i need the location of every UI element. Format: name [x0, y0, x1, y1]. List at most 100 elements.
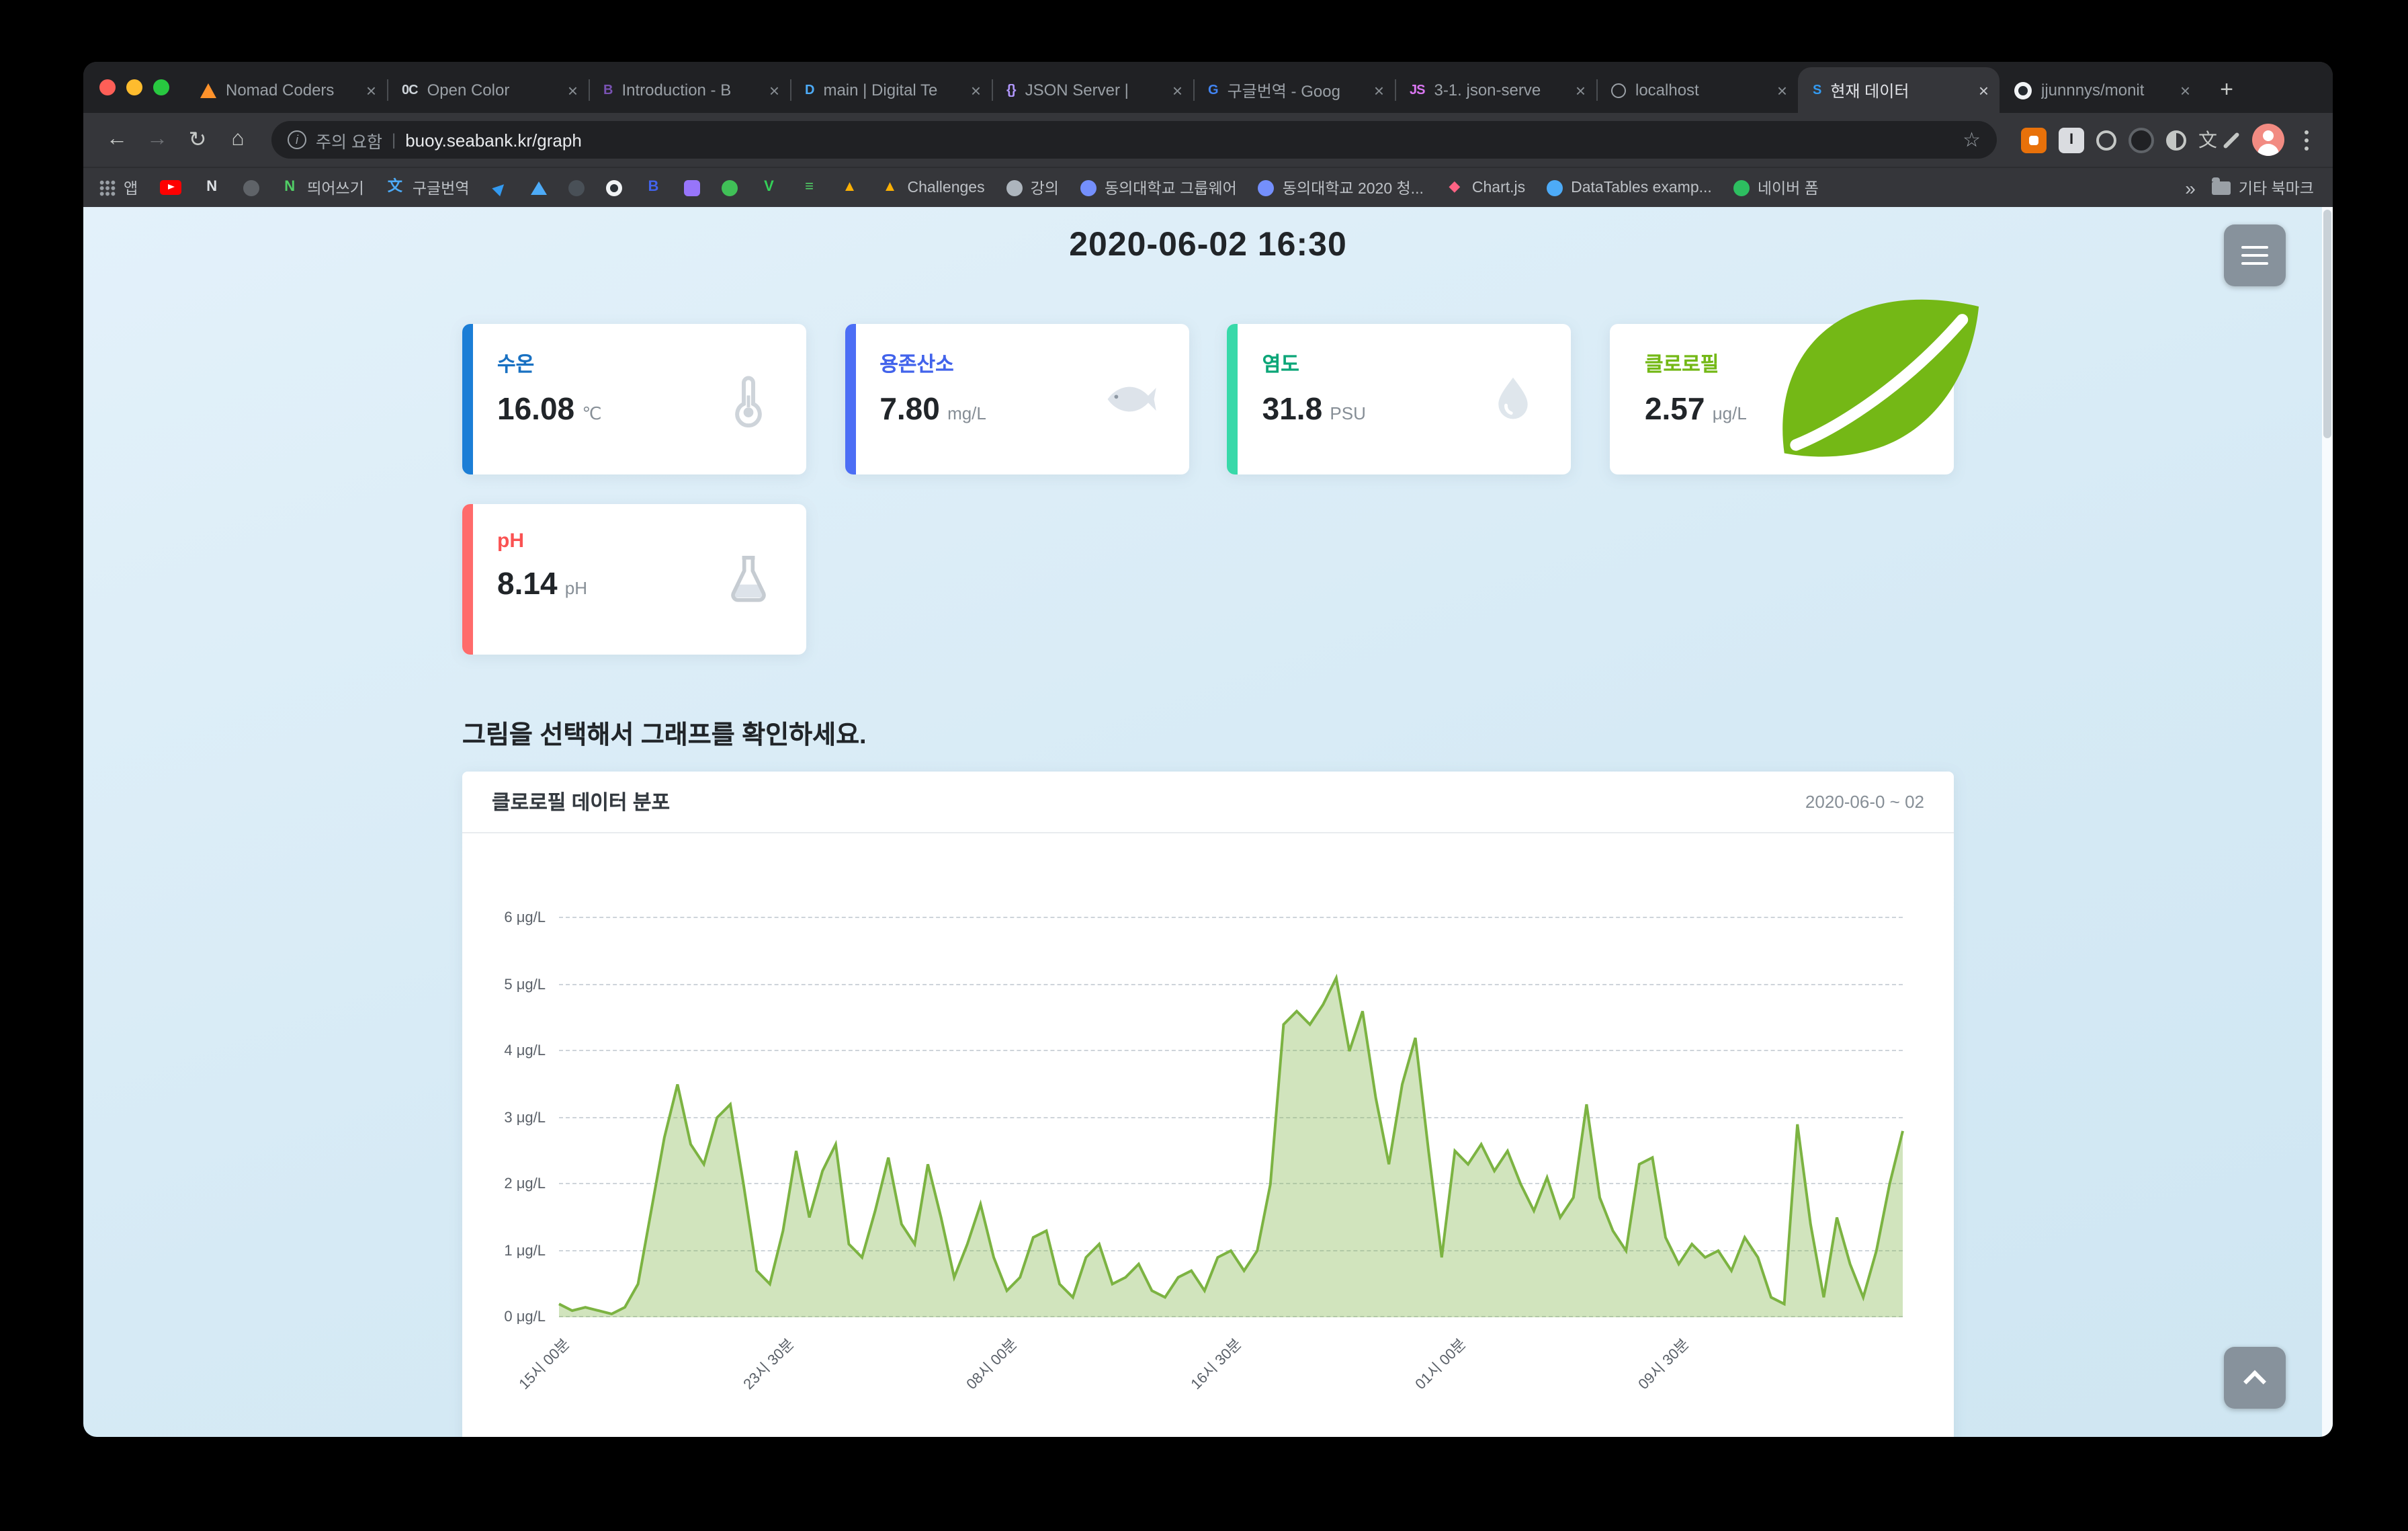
sensor-card-ph[interactable]: pH 8.14 pH: [462, 504, 806, 655]
chart-gridline: [559, 1183, 1903, 1184]
bookmark-item[interactable]: 文 구글번역: [386, 177, 470, 198]
tab-4[interactable]: D main | Digital Te ×: [790, 67, 992, 113]
bookmark-item[interactable]: [568, 179, 585, 196]
sensor-card-dissolved-oxygen[interactable]: 용존산소 7.80 mg/L: [845, 324, 1189, 474]
bookmark-item[interactable]: ≡: [800, 178, 819, 197]
sensor-cards: 수온 16.08 ℃ 용존산소 7.80 mg/L 염도 31.8 PSU 클로…: [462, 299, 1979, 655]
fish-icon[interactable]: [1103, 371, 1159, 427]
bookmark-star-icon[interactable]: ☆: [1963, 129, 1981, 152]
tab-close-icon[interactable]: ×: [567, 80, 578, 100]
tab-10[interactable]: jjunnnys/monit ×: [2000, 67, 2201, 113]
bookmark-item[interactable]: [722, 179, 738, 196]
bookmark-item[interactable]: V: [760, 178, 779, 197]
card-label: 용존산소: [879, 354, 954, 376]
bookmark-item[interactable]: ▲ Challenges: [881, 178, 985, 197]
bookmark-item[interactable]: [684, 179, 701, 196]
close-window-button[interactable]: [99, 79, 116, 95]
bookmark-item[interactable]: N: [202, 178, 221, 197]
thermometer-icon[interactable]: [720, 371, 777, 427]
home-button[interactable]: ⌂: [231, 128, 245, 151]
tab-6[interactable]: G 구글번역 - Goog ×: [1193, 67, 1395, 113]
bookmark-item[interactable]: N 띄어쓰기: [280, 177, 364, 198]
sensor-card-water-temp[interactable]: 수온 16.08 ℃: [462, 324, 806, 474]
tab-2[interactable]: 0C Open Color ×: [387, 67, 589, 113]
bookmark-item[interactable]: ◆ Chart.js: [1445, 178, 1525, 197]
tab-3[interactable]: B Introduction - B ×: [589, 67, 790, 113]
bookmark-item[interactable]: DataTables examp...: [1547, 179, 1712, 196]
info-icon[interactable]: i: [288, 130, 306, 149]
reload-button[interactable]: ↻: [188, 129, 207, 152]
menu-button[interactable]: [2224, 224, 2286, 286]
extension-icon-avatar[interactable]: [2128, 127, 2154, 153]
bookmark-item[interactable]: [606, 179, 623, 196]
bookmark-item[interactable]: [159, 180, 181, 195]
tab-close-icon[interactable]: ×: [769, 80, 779, 100]
new-tab-button[interactable]: +: [2220, 77, 2233, 102]
tab-close-icon[interactable]: ×: [1575, 80, 1586, 100]
apps-grid-icon: [99, 179, 116, 196]
tab-title: 현재 데이터: [1830, 81, 1909, 100]
tab-9[interactable]: S 현재 데이터 ×: [1798, 67, 2000, 113]
extension-icon-orange[interactable]: [2021, 127, 2047, 153]
forward-button[interactable]: →: [146, 128, 168, 151]
bookmark-item[interactable]: ▲: [841, 178, 859, 197]
leaf-icon[interactable]: [1771, 292, 1989, 466]
tab-7[interactable]: JS 3-1. json-serve ×: [1395, 67, 1596, 113]
youtube-icon: [159, 180, 181, 195]
droplet-icon[interactable]: [1486, 371, 1542, 427]
tab-favicon: [200, 83, 216, 97]
profile-avatar[interactable]: [2252, 124, 2284, 156]
extension-icon-badge[interactable]: I: [2059, 127, 2084, 153]
scroll-top-button[interactable]: [2224, 1347, 2286, 1409]
tab-title: Open Color: [427, 81, 510, 99]
other-bookmarks-folder[interactable]: 기타 북마크: [2211, 177, 2314, 198]
url-text[interactable]: buoy.seabank.kr/graph: [405, 130, 582, 150]
extension-icon-ring[interactable]: [2096, 130, 2116, 150]
sensor-card-chlorophyll[interactable]: 클로로필 2.57 μg/L: [1609, 299, 1979, 474]
tab-close-icon[interactable]: ×: [970, 80, 981, 100]
bookmark-item[interactable]: 강의: [1006, 177, 1059, 198]
warning-icon: ▲: [842, 179, 857, 195]
browser-menu-icon[interactable]: [2295, 124, 2317, 156]
tab-list: Nomad Coders × 0C Open Color × B Introdu…: [185, 67, 2201, 113]
bookmark-item[interactable]: 네이버 폼: [1733, 177, 1819, 198]
card-unit: pH: [560, 578, 587, 598]
tab-close-icon[interactable]: ×: [1978, 80, 1989, 100]
bookmark-item[interactable]: 앱: [99, 177, 138, 198]
chart-date-range: 2020-06-0 ~ 02: [1805, 792, 1924, 812]
bookmark-item[interactable]: B: [644, 178, 663, 197]
translate-toolbar-icon[interactable]: 文: [2198, 129, 2217, 151]
tab-close-icon[interactable]: ×: [2180, 80, 2190, 100]
bookmarks-bar: 앱 N N 띄어쓰기 文 구글번역 ▶ B V ≡ ▲ ▲ Challenges 강의: [83, 167, 2333, 207]
extension-icon-half[interactable]: [2166, 130, 2186, 150]
chart-line: [559, 978, 1903, 1314]
triangle-icon: [531, 181, 548, 194]
bookmark-item[interactable]: 동의대학교 2020 청...: [1258, 177, 1424, 198]
chart-y-tick-label: 6 μg/L: [504, 910, 546, 926]
zoom-window-button[interactable]: [153, 79, 169, 95]
tab-title: Introduction - B: [621, 81, 732, 99]
page-scrollbar[interactable]: [2322, 207, 2333, 1437]
bookmark-item[interactable]: [531, 181, 548, 194]
minimize-window-button[interactable]: [126, 79, 142, 95]
tab-close-icon[interactable]: ×: [366, 80, 376, 100]
tab-close-icon[interactable]: ×: [1373, 80, 1384, 100]
bookmarks-overflow-button[interactable]: »: [2185, 177, 2196, 198]
bookmark-item[interactable]: [243, 179, 259, 196]
back-button[interactable]: ←: [106, 128, 128, 151]
tab-8[interactable]: localhost ×: [1596, 67, 1798, 113]
tab-close-icon[interactable]: ×: [1172, 80, 1182, 100]
chart-gridline: [559, 983, 1903, 985]
address-bar[interactable]: i 주의 요함 | buoy.seabank.kr/graph ☆: [271, 121, 1997, 159]
tab-close-icon[interactable]: ×: [1776, 80, 1787, 100]
flask-icon[interactable]: [720, 551, 777, 608]
tab-1[interactable]: Nomad Coders ×: [185, 67, 387, 113]
sensor-card-salinity[interactable]: 염도 31.8 PSU: [1227, 324, 1572, 474]
edit-icon[interactable]: [2223, 131, 2240, 149]
tab-5[interactable]: {} JSON Server | ×: [992, 67, 1193, 113]
bookmark-label: Challenges: [907, 179, 985, 196]
chart-y-tick-label: 1 μg/L: [504, 1243, 546, 1259]
chart-x-axis: 15시 00분 23시 30분 08시 00분 16시 30분 01시 00분 09시 3…: [517, 1317, 1903, 1414]
bookmark-item[interactable]: 동의대학교 그룹웨어: [1080, 177, 1237, 198]
bookmark-item[interactable]: ▶: [490, 177, 510, 197]
